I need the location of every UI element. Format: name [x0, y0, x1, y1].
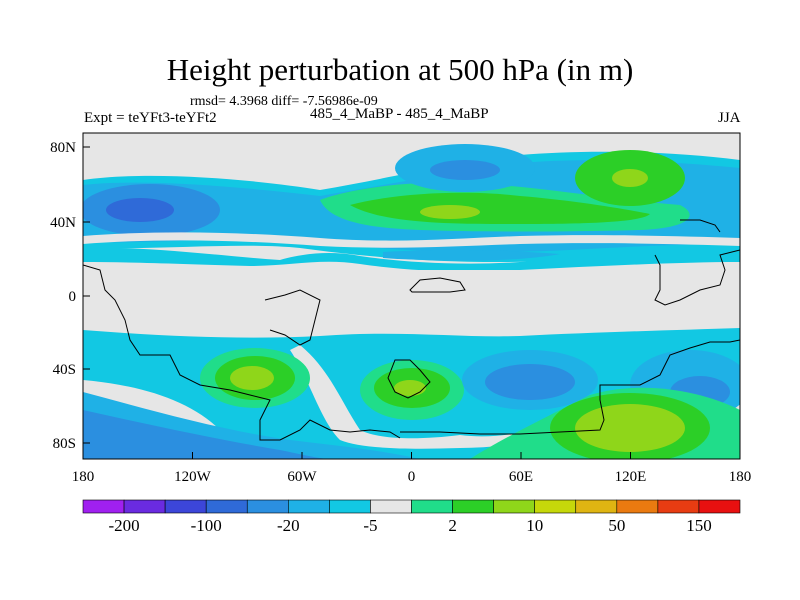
colorbar-label: -200	[108, 516, 140, 535]
contour-south-atlantic-high-core	[230, 366, 274, 390]
lon-tick-label: 0	[408, 469, 416, 485]
contour-polar-low-blue	[83, 410, 330, 459]
contour-fields	[83, 144, 740, 459]
coastline-central	[264, 289, 321, 346]
colorbar-swatch	[657, 499, 700, 514]
lon-tick-group: 180 120W 60W 0 60E 120E 180	[72, 452, 752, 485]
case-label: 485_4_MaBP - 485_4_MaBP	[310, 106, 489, 122]
colorbar-swatch	[123, 499, 166, 514]
contour-eurasia-ridge-green	[350, 192, 650, 224]
colorbar-swatch	[205, 499, 248, 514]
coastline-north	[680, 219, 721, 233]
contour-south-africa-high-core	[394, 380, 426, 396]
coastline-africa-south	[387, 359, 431, 399]
lat-tick-label: 0	[69, 289, 77, 305]
colorbar-swatch	[575, 499, 618, 514]
map-title: Height perturbation at 500 hPa (in m)	[166, 52, 634, 87]
lon-tick-label: 180	[72, 469, 95, 485]
contour-equator-band	[83, 270, 740, 325]
colorbar-label: -5	[363, 516, 378, 535]
colorbar-swatch	[698, 499, 741, 514]
colorbar-label: 150	[686, 516, 712, 535]
coastline-americas	[83, 264, 401, 441]
colorbar-swatch	[493, 499, 535, 514]
colorbar-swatch	[411, 499, 453, 514]
contour-arctic-low-core	[430, 160, 500, 180]
colorbar-label: 2	[448, 516, 457, 535]
lon-tick-label: 60E	[509, 469, 533, 485]
colorbar-label: -100	[190, 516, 222, 535]
colorbar-swatch	[616, 499, 659, 514]
lon-tick-label: 60W	[287, 469, 317, 485]
contour-subtropic-band	[83, 247, 740, 272]
coastline-east	[654, 249, 740, 306]
coastline-antarctica	[400, 339, 740, 435]
contour-pacific-high-core	[612, 169, 648, 187]
lat-tick-label: 80N	[50, 140, 76, 156]
lat-tick-label: 40N	[50, 215, 76, 231]
colorbar-swatch	[329, 499, 371, 514]
contour-indian-low-blue	[485, 364, 575, 400]
colorbar-swatch	[288, 499, 330, 514]
contour-subtropic-band-blue	[383, 249, 560, 261]
colorbar-label: 10	[526, 516, 544, 535]
lon-tick-label: 120W	[174, 469, 212, 485]
colorbar-label: -20	[276, 516, 300, 535]
experiment-label: Expt = teYFt3-teYFt2	[84, 110, 217, 126]
contour-polar-high-core	[575, 404, 685, 452]
colorbar-swatch	[534, 499, 577, 514]
coastline-africa	[409, 277, 466, 293]
lon-tick-label: 120E	[615, 469, 647, 485]
contour-eurasia-ridge-core	[420, 205, 480, 219]
stats-line: rmsd= 4.3968 diff= -7.56986e-09	[190, 94, 378, 109]
lat-tick-label: 40S	[53, 362, 76, 378]
colorbar-swatch	[82, 499, 125, 514]
colorbar-swatch	[452, 499, 494, 514]
contour-atlantic-low-core	[106, 198, 174, 222]
colorbar-swatch	[246, 499, 289, 514]
lon-tick-label: 180	[729, 469, 752, 485]
colorbar-swatch	[370, 499, 412, 514]
season-label: JJA	[718, 110, 741, 126]
contour-subtropic-gap	[83, 232, 740, 248]
coastlines	[83, 219, 740, 441]
lat-tick-label: 80S	[53, 436, 76, 452]
lat-tick-group: 80N 40N 0 40S 80S	[50, 140, 90, 452]
colorbar-swatch	[164, 499, 207, 514]
colorbar-label: 50	[608, 516, 626, 535]
colorbar	[82, 499, 741, 514]
